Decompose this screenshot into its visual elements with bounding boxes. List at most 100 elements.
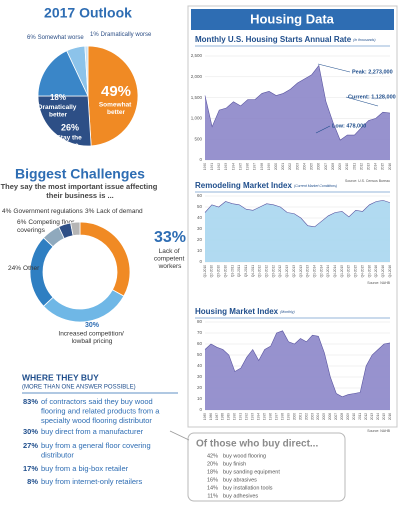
x-tick-label: 2013 [366, 163, 370, 170]
x-tick-label: Q4-2016 [388, 265, 392, 278]
category-label: Other [23, 265, 40, 272]
buy-direct-box [187, 432, 346, 502]
x-tick-label: Q1-2012 [258, 265, 262, 278]
x-tick-label: 2004 [302, 163, 306, 170]
x-tick-label: Q3-2016 [381, 265, 385, 278]
x-tick-label: Q2-2011 [237, 265, 241, 277]
x-tick-label: 2009 [346, 413, 350, 420]
percent: 20% [207, 461, 218, 467]
x-tick-label: 1995 [263, 413, 267, 420]
y-tick-label: 80 [197, 319, 203, 324]
item-text: buy wood flooring [223, 453, 266, 459]
x-tick-label: 1988 [221, 413, 225, 420]
x-tick-label: Q1-2013 [285, 265, 289, 278]
x-tick-label: 2010 [352, 413, 356, 420]
x-tick-label: 1996 [246, 163, 250, 170]
x-tick-label: 1996 [268, 413, 272, 420]
value-label: 26% [61, 122, 79, 132]
x-tick-label: 1989 [227, 413, 231, 420]
x-tick-label: 2010 [345, 163, 349, 170]
x-tick-label: 1991 [210, 163, 214, 170]
x-tick-label: 2012 [359, 163, 363, 170]
y-tick-label: 60 [197, 341, 203, 346]
x-tick-label: Q4-2015 [360, 265, 364, 278]
y-tick-label: 10 [197, 248, 203, 253]
x-tick-label: 2013 [370, 413, 374, 420]
item-text: buy finish [223, 461, 246, 467]
x-tick-label: Q3-2014 [326, 265, 330, 278]
value-label: 49% [101, 83, 131, 100]
value-label: 6% [27, 35, 36, 41]
annotation: Low: 478,000 [332, 123, 366, 129]
x-tick-label: 1995 [238, 163, 242, 170]
x-tick-label: 2009 [338, 163, 342, 170]
x-tick-label: Q4-2014 [333, 265, 337, 278]
y-tick-label: 50 [197, 352, 203, 357]
y-tick-label: 50 [197, 204, 203, 209]
x-tick-label: 1994 [257, 413, 261, 420]
y-tick-label: 30 [197, 374, 203, 379]
x-tick-label: 2000 [292, 413, 296, 420]
annotation-arrow [315, 125, 331, 134]
value-label: 24% [8, 265, 21, 272]
category-label: Government regulations [13, 208, 83, 215]
item-text: buy direct from a manufacturer [41, 427, 144, 436]
x-tick-label: 1998 [280, 413, 284, 420]
category-label: Somewhat worse [38, 35, 85, 41]
x-tick-label: 2016 [388, 163, 392, 170]
value-label: 33% [154, 229, 186, 246]
x-tick-label: Q2-2014 [319, 265, 323, 278]
y-tick-label: 20 [197, 385, 203, 390]
x-tick-label: Q1-2011 [230, 265, 234, 277]
x-tick-label: 2015 [381, 163, 385, 170]
percent: 18% [207, 469, 218, 475]
slice [37, 95, 92, 147]
title: Housing Market Index [195, 307, 279, 316]
area [205, 65, 390, 160]
x-tick-label: 2002 [304, 413, 308, 420]
slice-label: 24% Other [8, 265, 40, 272]
percent: 16% [207, 477, 218, 483]
category-label: Lack of demand [96, 208, 143, 215]
x-tick-label: Q4-2011 [251, 265, 255, 277]
area [205, 200, 390, 262]
item-text: of contractors said they buy wood floori… [41, 397, 161, 425]
x-tick-label: 2006 [328, 413, 332, 420]
x-tick-label: 1992 [217, 163, 221, 170]
category-label: Lack of competent workers [154, 248, 186, 270]
x-tick-label: Q3-2010 [217, 265, 221, 278]
slice [87, 45, 139, 147]
x-tick-label: Q2-2015 [347, 265, 351, 278]
x-tick-label: 2015 [382, 413, 386, 420]
y-tick-label: 10 [197, 396, 203, 401]
x-tick-label: Q1-2014 [312, 265, 316, 278]
x-tick-label: 1999 [267, 163, 271, 170]
x-tick-label: 2006 [317, 163, 321, 170]
chart-title: 2017 Outlook [44, 5, 132, 21]
x-tick-label: Q4-2012 [278, 265, 282, 278]
chart-title: Remodeling Market Index (Current Market C… [195, 181, 337, 190]
percent: 14% [207, 485, 218, 491]
x-tick-label: 2001 [281, 163, 285, 170]
category-label: Somewhat better [99, 101, 133, 116]
category-label: Stay the same [56, 134, 83, 149]
y-tick-label: 2,000 [191, 74, 203, 79]
x-tick-label: 2008 [340, 413, 344, 420]
source: Source: U.S. Census Bureau [345, 179, 390, 183]
subtitle: (In thousands) [353, 38, 375, 42]
y-tick-label: 40 [197, 363, 203, 368]
item-text: buy installation tools [223, 485, 273, 491]
slice [70, 221, 81, 237]
y-tick-label: 0 [199, 259, 202, 264]
x-tick-label: 1992 [245, 413, 249, 420]
x-tick-label: 2005 [322, 413, 326, 420]
section-subtitle: (MORE THAN ONE ANSWER POSSIBLE) [22, 385, 136, 391]
x-tick-label: Q3-2011 [244, 265, 248, 277]
x-tick-label: 2014 [376, 413, 380, 420]
y-tick-label: 40 [197, 215, 203, 220]
value-label: 30% [85, 322, 100, 329]
percent: 30% [23, 427, 38, 436]
title: Monthly U.S. Housing Starts Annual Rate [195, 35, 352, 44]
value-label: 6% [17, 219, 27, 226]
x-tick-label: 2008 [331, 163, 335, 170]
